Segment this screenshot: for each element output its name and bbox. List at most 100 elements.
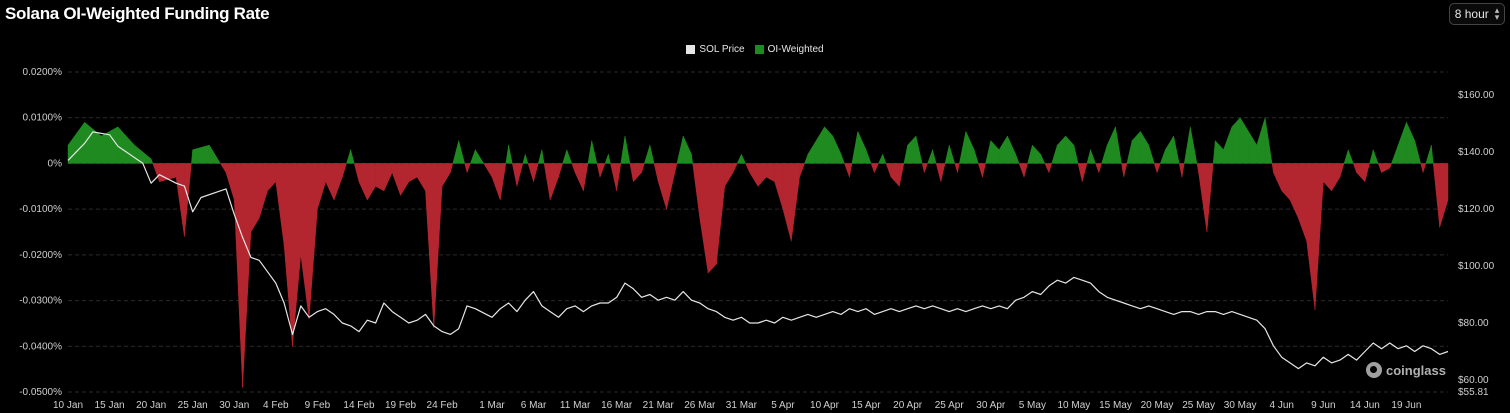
x-tick-label: 25 Apr: [935, 400, 965, 411]
funding-area-segment: [1148, 145, 1155, 164]
interval-select-value: 8 hour: [1454, 7, 1489, 21]
funding-area-segment: [150, 158, 154, 164]
funding-area-segment: [1223, 126, 1233, 164]
funding-area-segment: [267, 163, 277, 192]
funding-area-segment: [1406, 122, 1415, 164]
funding-area-segment: [1206, 163, 1214, 233]
funding-area-segment: [258, 163, 268, 219]
x-tick-label: 14 Feb: [343, 400, 375, 411]
funding-area-segment: [533, 163, 539, 182]
funding-area-segment: [1160, 149, 1166, 164]
funding-area-segment: [308, 163, 318, 319]
funding-area-segment: [367, 163, 376, 201]
funding-area-segment: [745, 163, 750, 173]
y-right-tick-label: $120.00: [1458, 204, 1495, 215]
funding-area-segment: [500, 163, 507, 201]
funding-area-segment: [954, 163, 958, 173]
funding-area-segment: [857, 131, 867, 164]
funding-area-segment: [741, 154, 746, 164]
funding-area-segment: [1422, 163, 1427, 173]
funding-area-segment: [391, 163, 401, 196]
funding-area-segment: [1289, 163, 1299, 219]
funding-area-segment: [824, 126, 834, 164]
funding-area-segment: [441, 163, 451, 188]
x-tick-label: 19 Jun: [1391, 400, 1421, 411]
funding-area-segment: [1212, 140, 1216, 164]
funding-area-segment: [1356, 163, 1366, 183]
legend-item-sol-price[interactable]: SOL Price: [686, 44, 745, 55]
x-tick-label: 25 Jan: [178, 400, 208, 411]
funding-area-segment: [610, 163, 617, 191]
legend-swatch-sol-price: [686, 45, 696, 54]
x-tick-label: 1 Mar: [479, 400, 505, 411]
x-tick-label: 5 May: [1019, 400, 1046, 411]
funding-area-segment: [1121, 163, 1125, 178]
y-left-tick-label: 0.0100%: [23, 113, 63, 124]
funding-area-segment: [982, 163, 986, 178]
y-left-tick-label: -0.0100%: [19, 204, 62, 215]
funding-area-segment: [558, 163, 563, 178]
funding-area-segment: [1181, 163, 1185, 178]
funding-area-segment: [1331, 163, 1341, 192]
funding-area-segment: [653, 163, 659, 182]
funding-area-segment: [1023, 163, 1028, 178]
funding-area-segment: [649, 145, 655, 164]
funding-area-segment: [620, 135, 626, 164]
funding-area-segment: [1040, 154, 1046, 164]
funding-area-segment: [1077, 163, 1083, 182]
funding-area-segment: [604, 154, 609, 164]
funding-area-segment: [400, 163, 410, 197]
funding-area-segment: [470, 149, 476, 164]
x-tick-label: 20 Apr: [893, 400, 923, 411]
legend-item-oi-weighted[interactable]: OI-Weighted: [754, 44, 824, 55]
x-tick-label: 30 Jan: [219, 400, 249, 411]
y-right-tick-label: $80.00: [1458, 318, 1489, 329]
funding-area-segment: [1007, 135, 1016, 164]
chevron-updown-icon: ▴ ▾: [1494, 5, 1500, 22]
funding-area-segment: [599, 163, 606, 178]
funding-area-segment: [692, 163, 701, 219]
funding-area-segment: [1115, 126, 1122, 164]
funding-area-segment: [707, 163, 717, 274]
y-left-tick-label: 0%: [48, 158, 63, 169]
funding-area-segment: [935, 163, 942, 182]
funding-area-segment: [1397, 122, 1407, 164]
page-title: Solana OI-Weighted Funding Rate: [5, 4, 270, 23]
funding-area-segment: [358, 163, 368, 201]
funding-area-segment: [1027, 145, 1033, 164]
funding-area-segment: [1239, 116, 1249, 164]
funding-area-segment: [475, 148, 485, 164]
funding-area-segment: [524, 154, 529, 164]
coinglass-logo-icon: [1366, 362, 1382, 378]
funding-area-segment: [840, 154, 845, 164]
funding-area-segment: [878, 154, 883, 164]
funding-area-segment: [865, 149, 872, 164]
funding-area-segment: [117, 126, 135, 164]
funding-area-segment: [699, 163, 709, 274]
x-tick-label: 15 May: [1099, 400, 1132, 411]
funding-area-segment: [1178, 163, 1183, 178]
funding-area-segment: [1432, 163, 1440, 228]
funding-area-segment: [957, 163, 960, 173]
funding-area-segment: [209, 144, 221, 164]
funding-area-segment: [1032, 144, 1041, 164]
interval-select[interactable]: 8 hour ▴ ▾: [1449, 3, 1505, 25]
funding-area-segment: [1431, 145, 1434, 164]
funding-area-segment: [732, 163, 738, 173]
funding-area-segment: [1090, 149, 1096, 164]
funding-area-segment: [716, 163, 725, 265]
funding-area-segment: [1123, 163, 1128, 178]
funding-area-segment: [624, 135, 631, 164]
funding-area-segment: [1323, 163, 1332, 192]
funding-area-segment: [1015, 154, 1020, 164]
funding-area-segment: [849, 163, 853, 178]
x-tick-label: 20 May: [1141, 400, 1174, 411]
funding-area-segment: [851, 131, 859, 164]
funding-area-segment: [1391, 145, 1399, 164]
funding-area-segment: [1420, 163, 1424, 173]
funding-area-segment: [1364, 163, 1370, 182]
funding-area-segment: [1298, 163, 1307, 242]
funding-area-segment: [1339, 163, 1345, 178]
funding-area-segment: [921, 163, 925, 173]
